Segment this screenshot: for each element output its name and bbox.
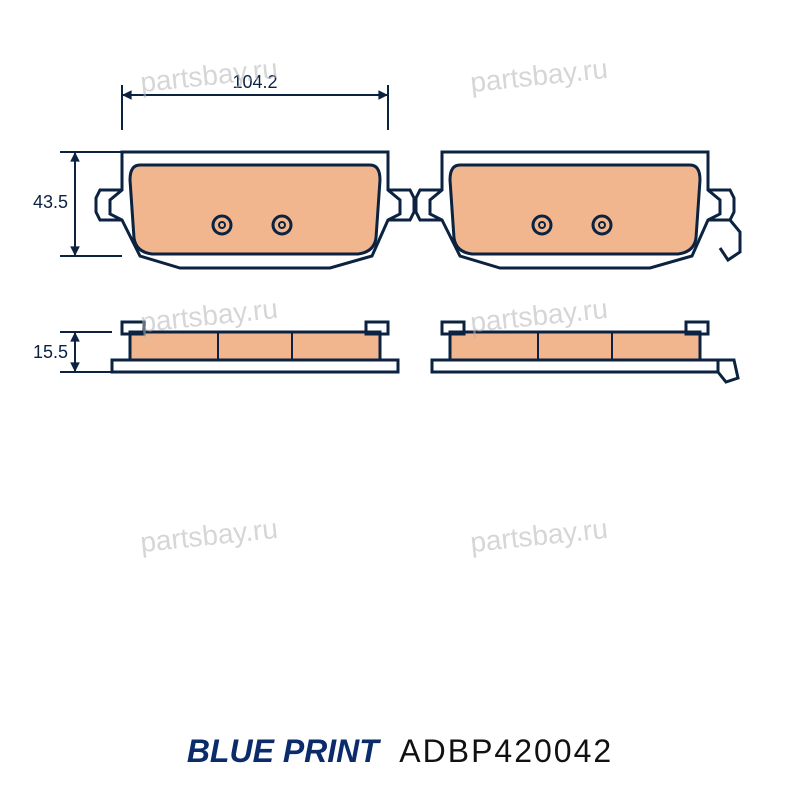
brand-label: BLUE PRINT bbox=[187, 733, 379, 769]
pad-front-left bbox=[96, 152, 414, 268]
diagram-canvas: 104.2 43.5 15.5 bbox=[0, 0, 800, 800]
pad-side-left bbox=[112, 322, 398, 372]
footer: BLUE PRINT ADBP420042 bbox=[0, 733, 800, 770]
dim-thickness: 15.5 bbox=[33, 332, 112, 372]
dim-height-label: 43.5 bbox=[33, 192, 68, 212]
dim-width-label: 104.2 bbox=[232, 72, 277, 92]
brake-pad-drawing: 104.2 43.5 15.5 bbox=[0, 0, 800, 800]
dim-thickness-label: 15.5 bbox=[33, 342, 68, 362]
pad-front-right bbox=[416, 152, 740, 268]
pad-side-right bbox=[432, 322, 738, 382]
dim-width: 104.2 bbox=[122, 72, 388, 130]
part-number: ADBP420042 bbox=[399, 733, 613, 769]
